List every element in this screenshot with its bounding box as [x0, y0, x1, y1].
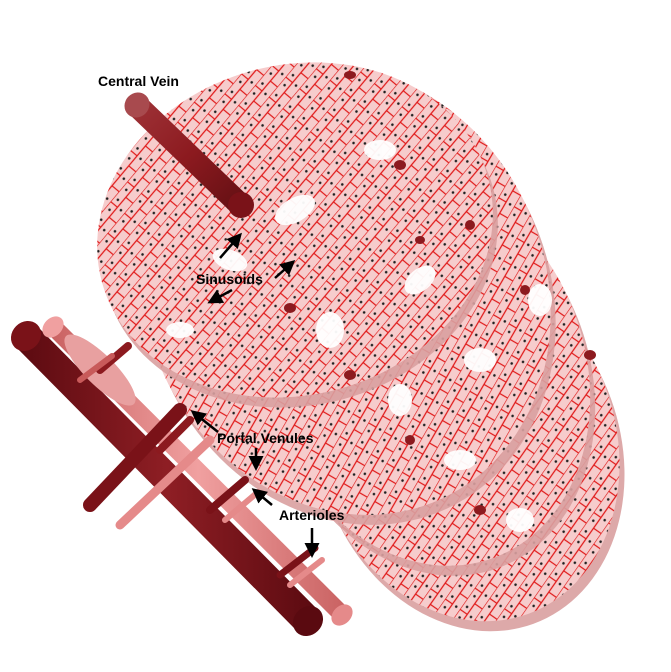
central-vein [124, 92, 254, 218]
portal-venules-arrow-1 [190, 410, 219, 433]
sinusoids-arrow-3 [207, 288, 233, 304]
portal-venules-label: Portal Venules [217, 430, 314, 446]
arterioles-arrow-1 [251, 488, 273, 506]
central-vein-label: Central Vein [98, 73, 179, 89]
sinusoids-label: Sinusoids [196, 271, 263, 287]
sinusoids-arrow-2 [274, 260, 296, 279]
label-arrows [190, 232, 320, 558]
arterioles-label: Arterioles [279, 507, 345, 523]
portal-triad [10, 316, 353, 637]
sinusoids-arrow-1 [219, 232, 242, 259]
tissue-slabs [97, 62, 625, 632]
